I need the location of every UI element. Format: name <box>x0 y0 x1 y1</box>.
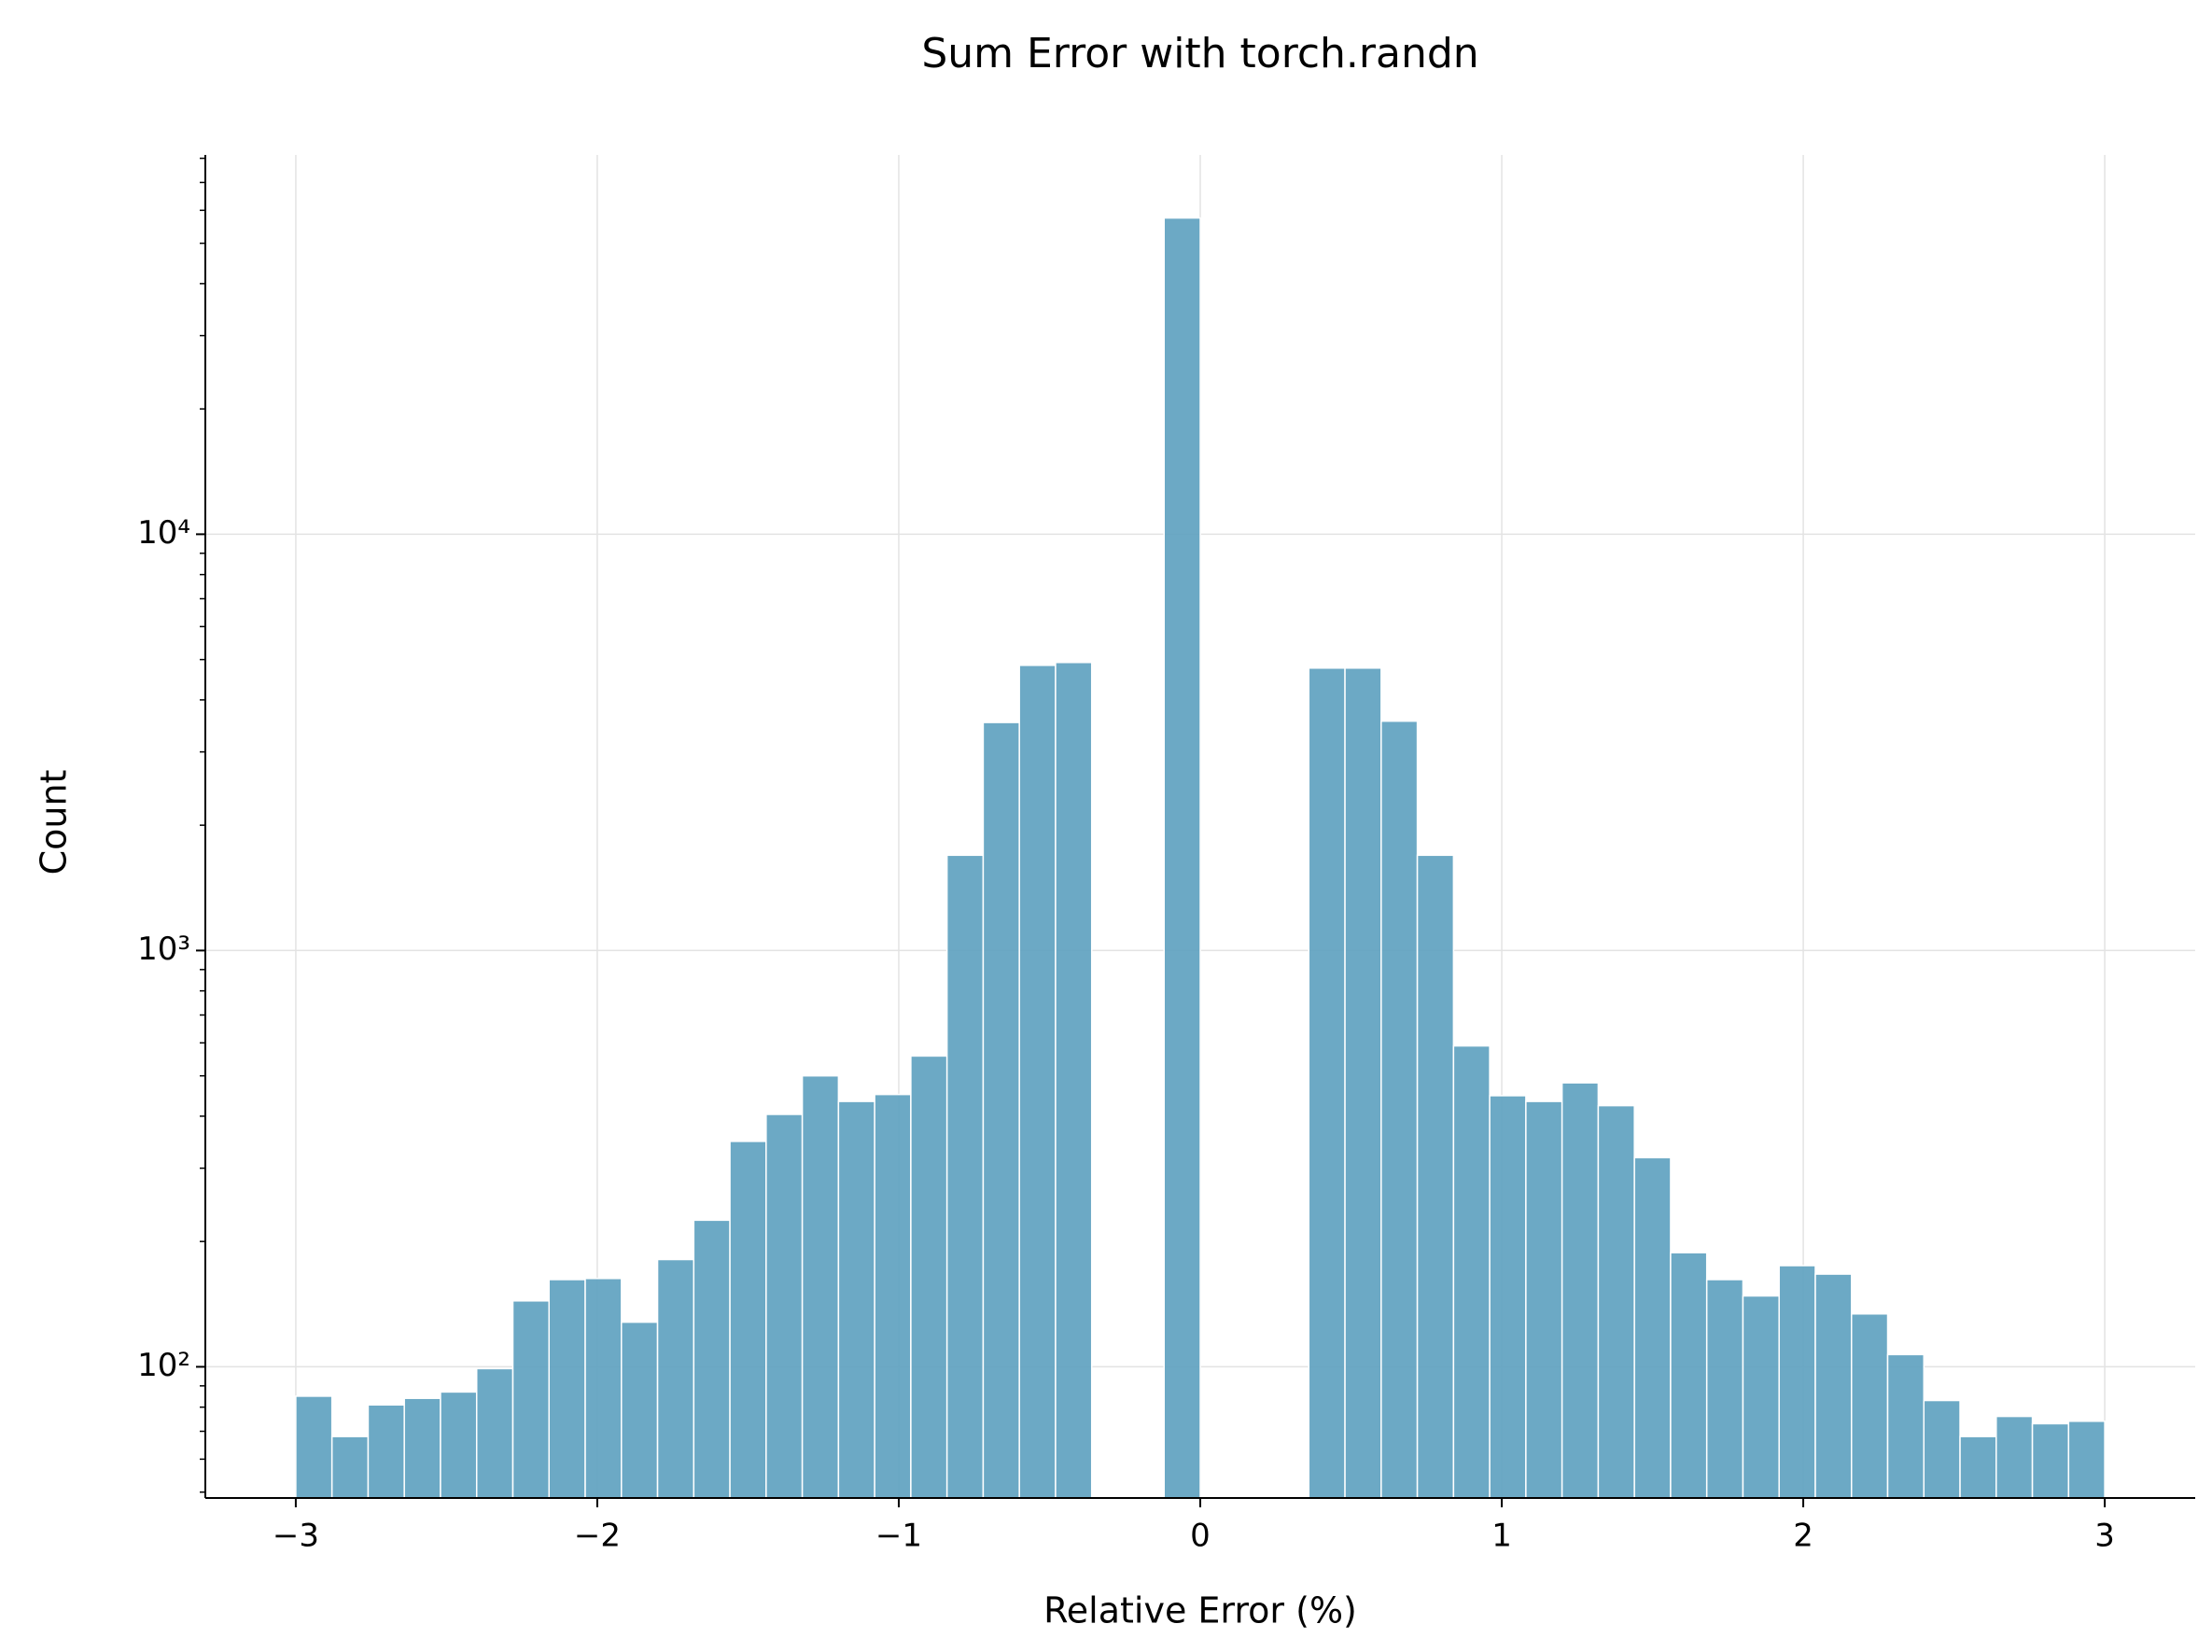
x-axis-label: Relative Error (%) <box>1043 1590 1357 1631</box>
chart-title: Sum Error with torch.randn <box>921 30 1478 77</box>
bar <box>765 1113 804 1499</box>
bar <box>982 721 1020 1499</box>
bar <box>475 1367 514 1499</box>
y-axis-label: Count <box>34 770 75 875</box>
bar <box>621 1321 659 1499</box>
bar <box>403 1397 441 1499</box>
bar <box>1489 1095 1527 1499</box>
bar <box>1055 662 1093 1499</box>
bar <box>1633 1156 1672 1499</box>
bar <box>330 1435 370 1499</box>
x-tick-label: 1 <box>1491 1518 1512 1555</box>
bar <box>1814 1273 1853 1499</box>
bar <box>874 1093 912 1499</box>
bar <box>1995 1415 2034 1499</box>
bar <box>295 1395 333 1499</box>
bar <box>511 1300 551 1499</box>
bar <box>2067 1421 2106 1499</box>
bar <box>1597 1104 1635 1499</box>
bar <box>910 1055 948 1499</box>
bar <box>1018 665 1057 1499</box>
bar <box>1886 1353 1925 1499</box>
bar <box>548 1279 586 1499</box>
x-tick-label: −1 <box>875 1518 922 1555</box>
x-tick-label: 0 <box>1190 1518 1211 1555</box>
y-tick-label: 10² <box>137 1347 190 1384</box>
bar <box>1705 1279 1744 1499</box>
bar <box>1778 1265 1816 1499</box>
bar <box>1525 1100 1563 1499</box>
x-tick-label: 2 <box>1793 1518 1813 1555</box>
bar <box>837 1100 875 1499</box>
bar <box>367 1404 405 1499</box>
bar <box>693 1219 731 1499</box>
y-tick-label: 10⁴ <box>137 514 190 552</box>
x-tick-label: −3 <box>273 1518 319 1555</box>
bar <box>656 1258 695 1499</box>
bar <box>1959 1435 1997 1499</box>
bar <box>1742 1295 1780 1499</box>
bar <box>945 854 985 1499</box>
bar <box>1561 1082 1600 1499</box>
bar <box>440 1391 478 1499</box>
bar <box>729 1141 767 1499</box>
bar <box>1344 667 1382 1499</box>
x-tick-label: 3 <box>2094 1518 2115 1555</box>
bar <box>1308 667 1346 1499</box>
bar <box>1923 1399 1961 1499</box>
bar <box>584 1278 623 1499</box>
bar <box>1670 1252 1708 1499</box>
bar <box>1452 1044 1491 1499</box>
bar <box>1416 854 1455 1499</box>
bar <box>1380 720 1419 1499</box>
bar <box>801 1074 840 1499</box>
y-tick-label: 10³ <box>137 931 190 968</box>
bar <box>1850 1312 1889 1499</box>
bar <box>2031 1422 2070 1499</box>
x-tick-label: −2 <box>574 1518 621 1555</box>
bar <box>1163 217 1201 1499</box>
